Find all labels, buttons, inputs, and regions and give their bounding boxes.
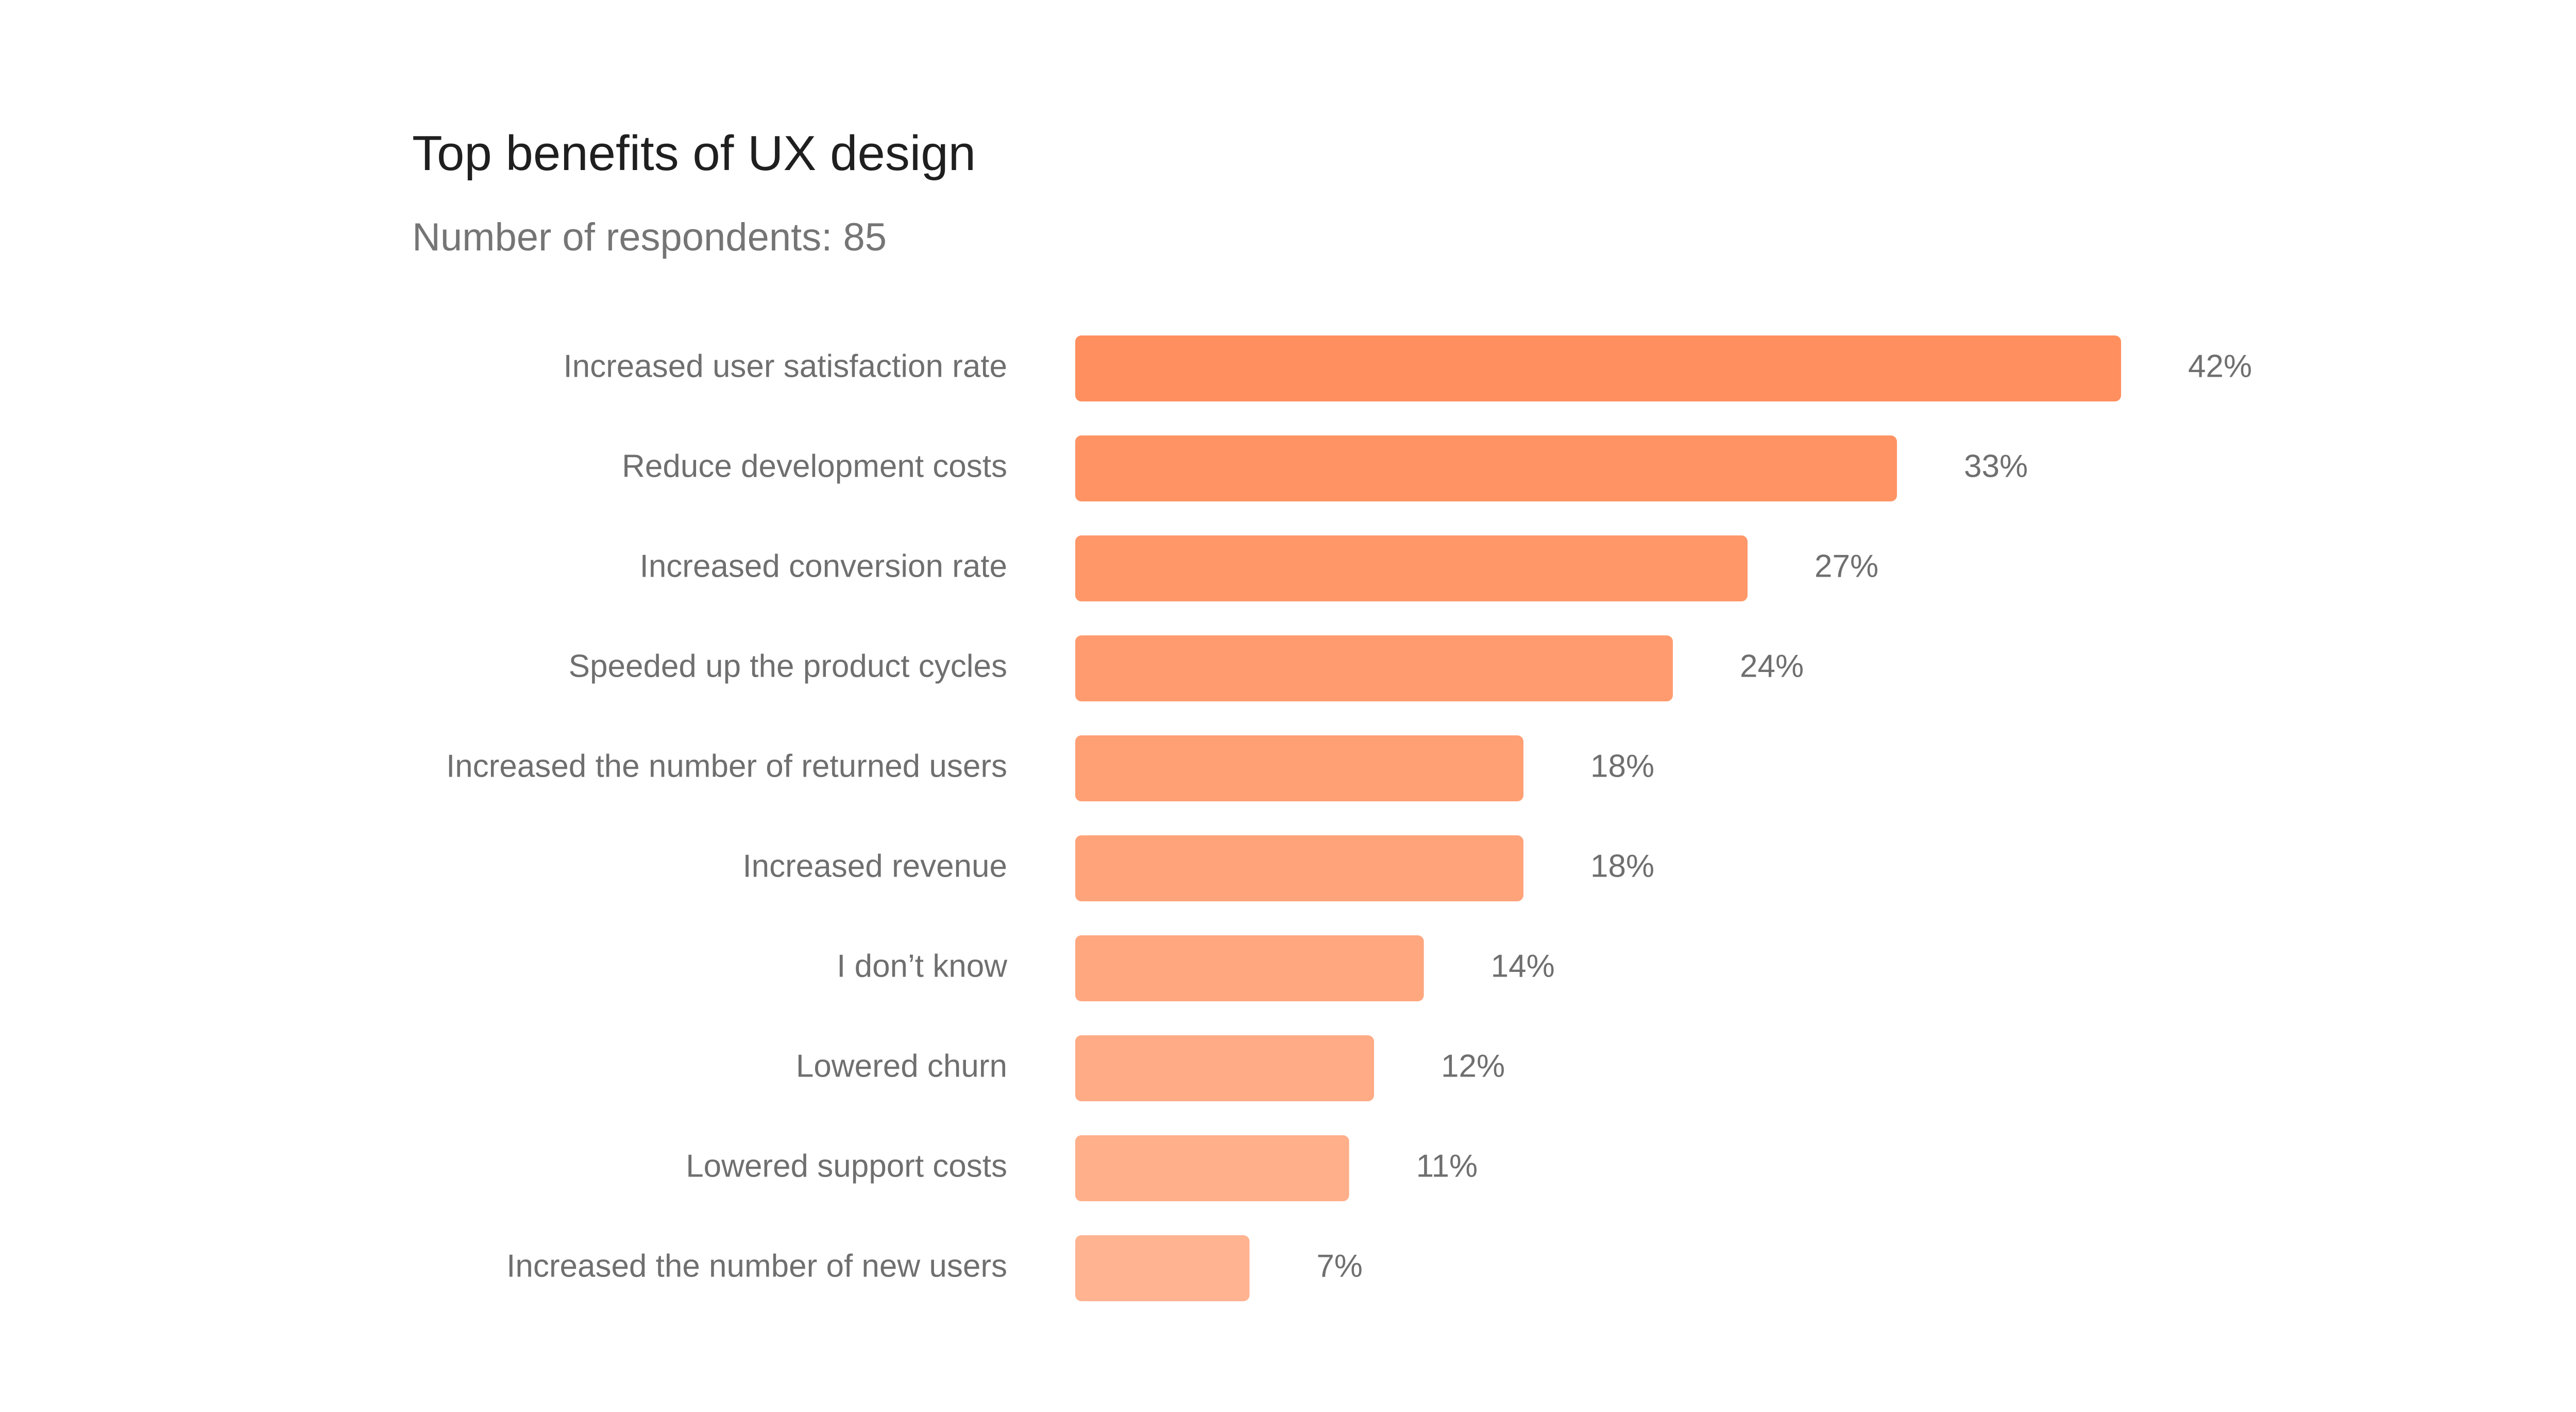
bar <box>1075 1135 1349 1201</box>
bar <box>1075 735 1523 801</box>
bar <box>1075 535 1748 601</box>
value-label: 33% <box>1964 448 2028 484</box>
category-label: Reduce development costs <box>622 448 1007 484</box>
bar <box>1075 935 1424 1001</box>
value-label: 14% <box>1491 948 1555 984</box>
chart-title: Top benefits of UX design <box>412 126 976 181</box>
category-label: Lowered churn <box>796 1048 1007 1084</box>
bar <box>1075 635 1673 701</box>
bar <box>1075 1235 1250 1301</box>
value-label: 12% <box>1441 1048 1505 1084</box>
category-label: Increased the number of returned users <box>446 748 1007 784</box>
category-label: Speeded up the product cycles <box>569 648 1007 684</box>
value-label: 27% <box>1815 548 1878 584</box>
bar <box>1075 335 2121 401</box>
bar <box>1075 835 1523 901</box>
category-label: Increased conversion rate <box>640 548 1007 584</box>
category-label: Increased user satisfaction rate <box>563 348 1007 384</box>
value-label: 7% <box>1316 1248 1363 1284</box>
category-label: Increased revenue <box>742 848 1007 884</box>
value-label: 42% <box>2188 348 2252 384</box>
value-label: 24% <box>1740 648 1804 684</box>
value-label: 18% <box>1590 848 1654 884</box>
chart-subtitle: Number of respondents: 85 <box>412 215 887 259</box>
bar <box>1075 1035 1374 1101</box>
category-label: I don’t know <box>837 948 1007 984</box>
category-label: Lowered support costs <box>686 1148 1007 1184</box>
value-label: 18% <box>1590 748 1654 784</box>
bar <box>1075 435 1897 501</box>
category-label: Increased the number of new users <box>506 1248 1007 1284</box>
value-label: 11% <box>1416 1148 1478 1184</box>
